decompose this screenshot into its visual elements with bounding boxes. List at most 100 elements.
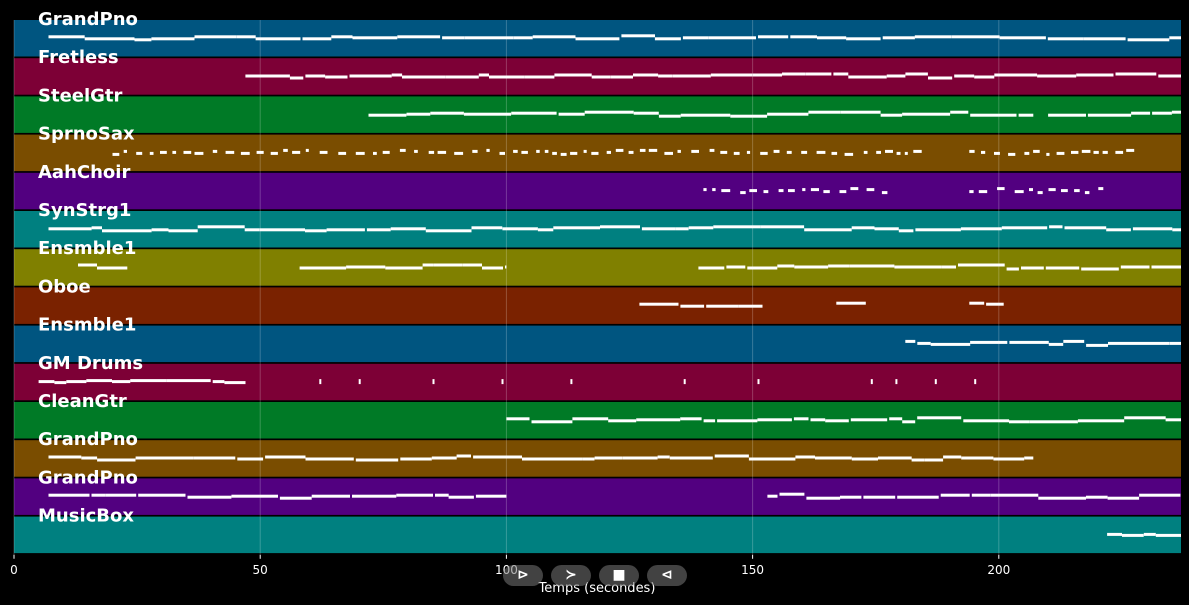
- note: [850, 418, 888, 422]
- note: [924, 458, 944, 462]
- x-tick-label: 0: [10, 563, 18, 577]
- note: [954, 74, 975, 78]
- note: [352, 494, 397, 498]
- note: [212, 380, 225, 384]
- note: [1084, 191, 1090, 195]
- note: [844, 152, 854, 156]
- note: [499, 151, 505, 155]
- note: [245, 74, 290, 78]
- note: [943, 455, 962, 459]
- note: [255, 37, 301, 41]
- note: [256, 150, 264, 154]
- note: [897, 495, 939, 499]
- note: [828, 264, 849, 268]
- note: [66, 380, 87, 384]
- note: [91, 226, 102, 230]
- note: [292, 150, 301, 154]
- note: [355, 151, 365, 155]
- note: [513, 149, 518, 153]
- note: [778, 189, 784, 193]
- drum-hit: [974, 379, 977, 385]
- fast-forward-button[interactable]: ≻: [551, 565, 591, 586]
- note: [536, 149, 540, 153]
- note: [431, 456, 457, 460]
- note: [558, 112, 585, 116]
- note: [881, 191, 888, 195]
- note: [331, 35, 353, 39]
- note: [648, 148, 658, 152]
- note: [265, 455, 306, 459]
- note: [553, 226, 600, 230]
- note: [237, 457, 264, 461]
- note: [763, 190, 769, 194]
- note: [600, 225, 640, 229]
- note: [708, 36, 756, 40]
- note: [703, 419, 716, 423]
- note: [463, 112, 512, 116]
- note: [840, 110, 881, 114]
- note: [894, 265, 942, 269]
- note: [1098, 187, 1104, 191]
- note: [289, 76, 304, 80]
- note: [584, 110, 634, 114]
- note: [522, 457, 553, 461]
- note: [81, 456, 98, 460]
- note: [1008, 152, 1016, 156]
- play-button[interactable]: ⊳: [503, 565, 543, 586]
- note: [279, 496, 312, 500]
- note: [817, 36, 847, 40]
- stop-button[interactable]: ■: [599, 565, 639, 586]
- note: [876, 150, 881, 154]
- note: [305, 229, 327, 233]
- note: [986, 302, 1004, 306]
- note: [1077, 419, 1125, 423]
- note: [801, 150, 808, 154]
- note: [1087, 113, 1132, 117]
- note: [349, 74, 392, 78]
- note: [658, 74, 673, 78]
- note: [302, 37, 332, 41]
- note: [112, 380, 131, 384]
- note: [236, 35, 256, 39]
- note: [462, 263, 482, 267]
- note: [958, 263, 1005, 267]
- note: [1074, 189, 1080, 193]
- note: [896, 151, 901, 155]
- note: [197, 225, 245, 229]
- note: [902, 420, 916, 424]
- note: [839, 190, 847, 194]
- note: [767, 494, 778, 498]
- note: [647, 418, 681, 422]
- note: [905, 339, 916, 343]
- note: [994, 151, 1000, 155]
- track-band: [14, 172, 1181, 210]
- note: [160, 150, 167, 154]
- note: [831, 151, 838, 155]
- note: [97, 266, 128, 270]
- note: [48, 227, 92, 231]
- note: [1093, 150, 1099, 154]
- note: [1126, 148, 1135, 152]
- note: [1126, 341, 1170, 345]
- note: [591, 75, 611, 79]
- track-label: Oboe: [38, 276, 91, 297]
- note: [815, 456, 852, 460]
- note: [1021, 266, 1044, 270]
- note: [636, 418, 647, 422]
- note: [928, 76, 953, 80]
- note: [521, 150, 528, 154]
- note: [672, 74, 711, 78]
- note: [960, 227, 1002, 231]
- note: [471, 226, 503, 230]
- note: [212, 149, 218, 153]
- note: [981, 150, 986, 154]
- rewind-button[interactable]: ⊲: [647, 565, 687, 586]
- note: [172, 150, 177, 154]
- drum-hit: [757, 379, 760, 385]
- note: [390, 227, 426, 231]
- note: [1024, 456, 1034, 460]
- note: [48, 35, 85, 39]
- note: [866, 188, 875, 192]
- note: [486, 148, 490, 152]
- note: [151, 228, 169, 232]
